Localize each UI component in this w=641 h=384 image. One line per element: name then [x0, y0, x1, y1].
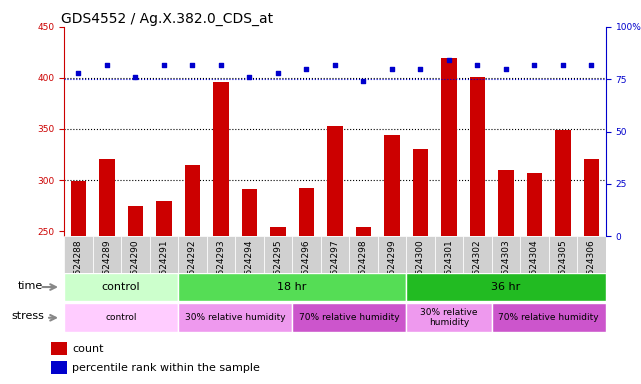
- Text: stress: stress: [12, 311, 44, 321]
- Bar: [92, 236, 121, 300]
- Text: time: time: [18, 281, 43, 291]
- Point: [358, 78, 369, 84]
- Text: control: control: [105, 313, 137, 322]
- Bar: [156, 202, 172, 236]
- Point: [387, 66, 397, 72]
- Text: GSM624294: GSM624294: [245, 239, 254, 294]
- Bar: [406, 273, 606, 301]
- Text: GSM624304: GSM624304: [530, 239, 539, 294]
- Text: GSM624288: GSM624288: [74, 239, 83, 294]
- Bar: [384, 135, 400, 236]
- Bar: [213, 82, 229, 236]
- Text: 70% relative humidity: 70% relative humidity: [499, 313, 599, 322]
- Bar: [185, 165, 200, 236]
- Bar: [71, 181, 86, 236]
- Bar: [578, 236, 606, 300]
- Text: GSM624302: GSM624302: [473, 239, 482, 294]
- Bar: [498, 170, 514, 236]
- Text: count: count: [72, 344, 104, 354]
- Point: [216, 61, 226, 68]
- Point: [159, 61, 169, 68]
- Bar: [549, 236, 578, 300]
- Point: [102, 61, 112, 68]
- Point: [187, 61, 197, 68]
- Bar: [327, 126, 343, 236]
- Text: 36 hr: 36 hr: [492, 282, 520, 292]
- Bar: [51, 342, 67, 355]
- Bar: [349, 236, 378, 300]
- Bar: [435, 236, 463, 300]
- Point: [73, 70, 83, 76]
- Text: GSM624292: GSM624292: [188, 239, 197, 294]
- Point: [273, 70, 283, 76]
- Text: GSM624291: GSM624291: [160, 239, 169, 294]
- Bar: [128, 205, 143, 236]
- Bar: [413, 149, 428, 236]
- Bar: [206, 236, 235, 300]
- Bar: [406, 236, 435, 300]
- Bar: [235, 236, 263, 300]
- Text: GSM624299: GSM624299: [387, 239, 396, 294]
- Bar: [378, 236, 406, 300]
- Bar: [121, 236, 149, 300]
- Point: [472, 61, 483, 68]
- Text: GSM624305: GSM624305: [558, 239, 567, 294]
- Point: [501, 66, 511, 72]
- Text: GSM624303: GSM624303: [501, 239, 510, 294]
- Bar: [99, 159, 115, 236]
- Bar: [64, 236, 92, 300]
- Bar: [299, 188, 314, 236]
- Text: GSM624289: GSM624289: [103, 239, 112, 294]
- Point: [558, 61, 568, 68]
- Bar: [292, 236, 320, 300]
- Text: 70% relative humidity: 70% relative humidity: [299, 313, 399, 322]
- Bar: [584, 159, 599, 236]
- Bar: [463, 236, 492, 300]
- Bar: [492, 303, 606, 332]
- Bar: [51, 361, 67, 374]
- Text: GSM624295: GSM624295: [274, 239, 283, 294]
- Bar: [292, 303, 406, 332]
- Bar: [178, 236, 206, 300]
- Text: GSM624300: GSM624300: [416, 239, 425, 294]
- Text: 18 hr: 18 hr: [278, 282, 307, 292]
- Bar: [470, 77, 485, 236]
- Bar: [64, 303, 178, 332]
- Text: GSM624290: GSM624290: [131, 239, 140, 294]
- Point: [329, 61, 340, 68]
- Text: GSM624297: GSM624297: [330, 239, 340, 294]
- Bar: [178, 303, 292, 332]
- Bar: [406, 303, 492, 332]
- Text: GSM624296: GSM624296: [302, 239, 311, 294]
- Point: [529, 61, 540, 68]
- Bar: [178, 273, 406, 301]
- Point: [244, 74, 254, 80]
- Bar: [527, 173, 542, 236]
- Point: [415, 66, 426, 72]
- Bar: [555, 130, 571, 236]
- Text: GSM624293: GSM624293: [217, 239, 226, 294]
- Text: 30% relative
humidity: 30% relative humidity: [420, 308, 478, 328]
- Bar: [356, 227, 371, 236]
- Bar: [492, 236, 520, 300]
- Bar: [441, 58, 457, 236]
- Point: [587, 61, 597, 68]
- Point: [444, 57, 454, 63]
- Text: percentile rank within the sample: percentile rank within the sample: [72, 363, 260, 373]
- Bar: [149, 236, 178, 300]
- Text: GSM624306: GSM624306: [587, 239, 596, 294]
- Bar: [520, 236, 549, 300]
- Text: GDS4552 / Ag.X.382.0_CDS_at: GDS4552 / Ag.X.382.0_CDS_at: [62, 12, 274, 26]
- Text: control: control: [102, 282, 140, 292]
- Bar: [270, 227, 286, 236]
- Bar: [320, 236, 349, 300]
- Text: GSM624301: GSM624301: [444, 239, 453, 294]
- Point: [301, 66, 312, 72]
- Bar: [263, 236, 292, 300]
- Text: 30% relative humidity: 30% relative humidity: [185, 313, 285, 322]
- Point: [130, 74, 140, 80]
- Bar: [242, 189, 257, 236]
- Text: GSM624298: GSM624298: [359, 239, 368, 294]
- Bar: [64, 273, 178, 301]
